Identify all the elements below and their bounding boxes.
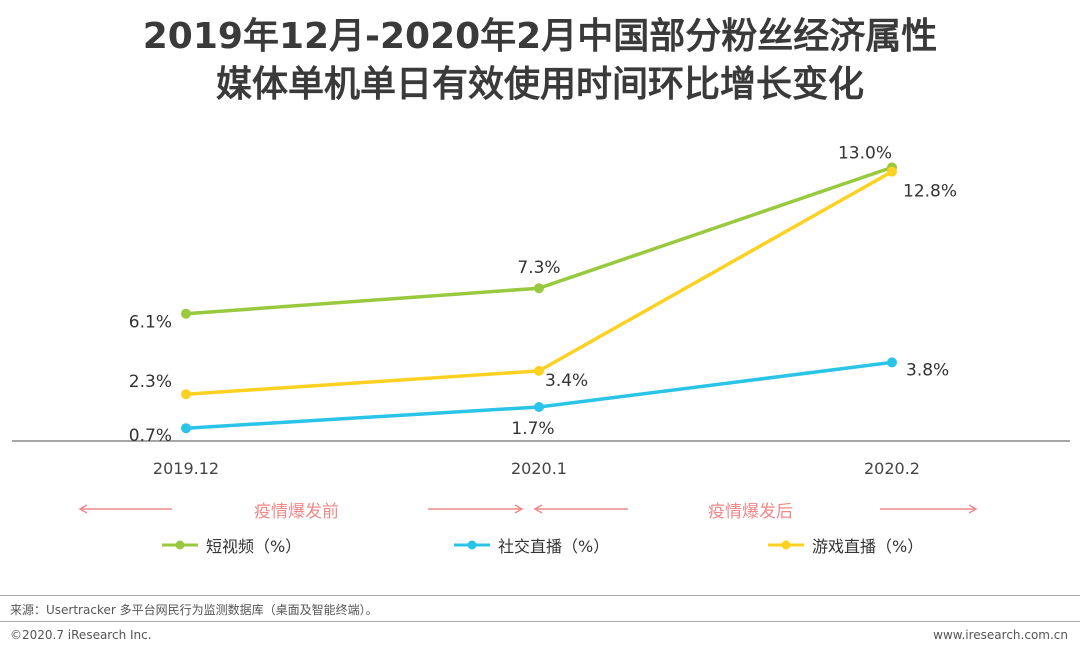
legend-label-short-video: 短视频（%） bbox=[206, 537, 302, 556]
x-tick-label: 2019.12 bbox=[153, 459, 219, 478]
phase-arrows bbox=[78, 504, 978, 514]
phase-before-label: 疫情爆发前 bbox=[254, 502, 339, 522]
data-label-short-video: 6.1% bbox=[129, 313, 172, 333]
legend-label-social-live: 社交直播（%） bbox=[498, 537, 610, 556]
data-label-social-live: 0.7% bbox=[129, 426, 172, 446]
data-point-game-live bbox=[887, 166, 897, 177]
line-chart: 2019.12 2020.1 2020.2 6.1% 7.3% 13.0% 0.7% 1.7… bbox=[12, 143, 1070, 514]
phase-before-arrow-left bbox=[78, 504, 172, 514]
data-point-game-live bbox=[534, 365, 544, 376]
data-label-social-live: 3.8% bbox=[906, 360, 949, 380]
data-label-social-live: 1.7% bbox=[511, 419, 554, 439]
chart-title-line1: 2019年12月-2020年2月中国部分粉丝经济属性 bbox=[142, 16, 938, 57]
copyright: ©2020.7 iResearch Inc. bbox=[10, 628, 152, 642]
legend-marker-short-video bbox=[162, 540, 198, 550]
legend-item-game-live: 游戏直播（%） bbox=[766, 533, 923, 557]
legend-item-short-video: 短视频（%） bbox=[160, 533, 301, 557]
phase-after-arrow-right bbox=[880, 504, 978, 514]
x-tick-label: 2020.1 bbox=[511, 459, 567, 478]
legend-label-game-live: 游戏直播（%） bbox=[812, 537, 924, 556]
data-label-game-live: 3.4% bbox=[545, 371, 588, 391]
legend-marker-social-live bbox=[454, 540, 490, 550]
data-point-short-video bbox=[181, 308, 191, 319]
phase-after-label: 疫情爆发后 bbox=[708, 502, 793, 522]
phase-before-arrow-right bbox=[428, 504, 524, 514]
data-point-short-video bbox=[534, 283, 544, 294]
data-label-short-video: 7.3% bbox=[517, 258, 560, 278]
website: www.iresearch.com.cn bbox=[933, 628, 1068, 642]
data-label-game-live: 2.3% bbox=[129, 372, 172, 392]
x-tick-labels: 2019.12 2020.1 2020.2 bbox=[153, 459, 920, 478]
data-labels-group: 6.1% 7.3% 13.0% 0.7% 1.7% 3.8% 2.3% 3.4% 12.8% bbox=[129, 143, 957, 446]
phase-after-arrow-left bbox=[533, 504, 628, 514]
footer-divider-top bbox=[0, 595, 1080, 596]
series-group bbox=[181, 162, 897, 434]
legend-marker-game-live bbox=[768, 540, 804, 550]
data-point-social-live bbox=[181, 423, 191, 434]
footer-divider-bottom bbox=[0, 621, 1080, 622]
legend-item-social-live: 社交直播（%） bbox=[452, 533, 609, 557]
data-label-game-live: 12.8% bbox=[903, 182, 957, 202]
data-point-game-live bbox=[181, 389, 191, 400]
x-tick-label: 2020.2 bbox=[864, 459, 920, 478]
source-note: 来源：Usertracker 多平台网民行为监测数据库（桌面及智能终端）。 bbox=[10, 603, 378, 617]
chart-title-line2: 媒体单机单日有效使用时间环比增长变化 bbox=[215, 64, 864, 105]
data-point-social-live bbox=[887, 357, 897, 368]
data-label-short-video: 13.0% bbox=[838, 143, 892, 163]
data-point-social-live bbox=[534, 402, 544, 412]
